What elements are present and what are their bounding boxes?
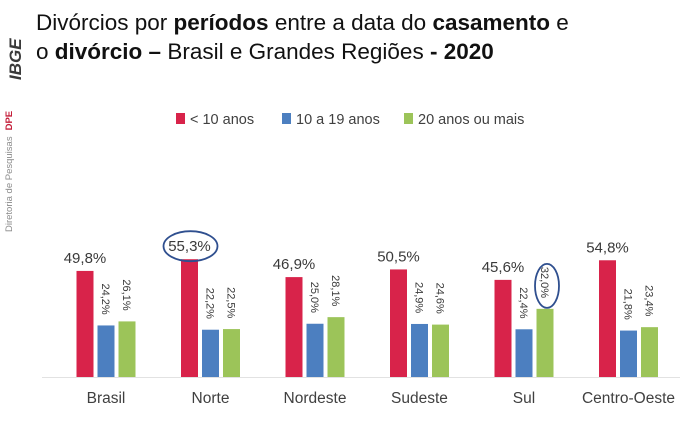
title-segment: casamento — [432, 10, 550, 35]
title-segment: - 2020 — [429, 39, 494, 64]
bar — [432, 324, 449, 377]
data-label: 23,4% — [643, 285, 655, 316]
legend-swatch — [176, 113, 185, 124]
bar — [536, 308, 554, 377]
bar — [411, 323, 428, 377]
title-segment: entre a data do — [268, 10, 433, 35]
bar — [223, 329, 240, 377]
bar — [327, 317, 345, 377]
data-label: 24,6% — [434, 283, 446, 314]
data-label: 28,1% — [329, 275, 341, 306]
x-axis: Brasil Norte Nordeste Sudeste Sul Centro-Oest… — [87, 390, 675, 407]
highlight-circle — [162, 230, 219, 263]
bar-group-centro-oeste: 54,8% 21,8% 23,4% — [586, 239, 658, 377]
data-label: 55,3% — [168, 238, 211, 255]
legend-label: 20 anos ou mais — [418, 112, 524, 128]
data-label: 45,6% — [482, 259, 525, 276]
bar — [285, 277, 303, 377]
bar — [306, 323, 324, 377]
bar — [390, 269, 407, 377]
legend-label: < 10 anos — [190, 112, 254, 128]
title-segment: divórcio – — [54, 39, 162, 64]
bar — [494, 279, 512, 377]
bar-group-brasil: 49,8% 24,2% 26,1% — [64, 250, 136, 377]
data-label: 21,8% — [622, 289, 634, 320]
legend-label: 10 a 19 anos — [296, 112, 380, 128]
data-label: 54,8% — [586, 239, 629, 256]
bar-group-sudeste: 50,5% 24,9% 24,6% — [377, 248, 449, 377]
data-label: 22,5% — [225, 287, 237, 318]
ibge-logo-text: IBGE — [6, 38, 25, 80]
bar — [515, 329, 533, 377]
data-label: 26,1% — [120, 279, 132, 310]
data-label: 49,8% — [64, 250, 107, 267]
bar — [97, 325, 115, 377]
title-segment: períodos — [173, 10, 269, 35]
page-title: Divórcios por períodos entre a data do c… — [36, 8, 676, 66]
brand-strip: IBGE Diretoria de PesquisasDPE — [0, 0, 28, 432]
bar-group-nordeste: 46,9% 25,0% 28,1% — [273, 256, 345, 377]
data-label: 25,0% — [308, 282, 320, 313]
ibge-logo: IBGE — [6, 38, 25, 80]
bar-group-sul: 45,6% 22,4% 32,0% — [482, 259, 560, 377]
data-label: 32,0% — [538, 267, 550, 298]
x-tick-label: Brasil — [87, 390, 126, 407]
bar — [181, 259, 198, 377]
title-segment: e — [550, 10, 569, 35]
x-tick-label: Sul — [513, 390, 535, 407]
legend-item-10-a-19-anos: 10 a 19 anos — [282, 112, 380, 128]
bar-group-norte: 55,3% 22,2% 22,5% — [162, 230, 240, 377]
legend-item-10-anos: < 10 anos — [176, 112, 254, 128]
bar — [118, 321, 136, 377]
bar — [76, 270, 94, 377]
legend-item-20-anos-ou-mais: 20 anos ou mais — [404, 112, 524, 128]
bar — [599, 260, 616, 377]
plot-area: 49,8% 24,2% 26,1% 55,3% 22,2% 22,5% 46,9% 25,0%… — [42, 230, 680, 378]
legend-swatch — [282, 113, 291, 124]
x-tick-label: Centro-Oeste — [582, 390, 675, 407]
title-segment: Divórcios por — [36, 10, 174, 35]
bar — [202, 329, 219, 377]
title-line-1: Divórcios por períodos entre a data do c… — [36, 10, 569, 35]
data-label: 50,5% — [377, 248, 420, 265]
x-tick-label: Sudeste — [391, 390, 448, 407]
legend-swatch — [404, 113, 413, 124]
title-segment: Brasil e Grandes Regiões — [161, 39, 430, 64]
bar — [620, 330, 637, 377]
x-tick-label: Norte — [192, 390, 230, 407]
title-segment: o — [36, 39, 55, 64]
data-label: 24,9% — [413, 282, 425, 313]
highlight-circle — [534, 262, 560, 309]
title-line-2: o divórcio – Brasil e Grandes Regiões - … — [36, 39, 494, 64]
x-tick-label: Nordeste — [284, 390, 347, 407]
chart-legend: < 10 anos 10 a 19 anos 20 anos ou mais — [176, 112, 524, 128]
data-label: 24,2% — [99, 283, 111, 314]
bar — [641, 327, 658, 377]
data-label: 46,9% — [273, 256, 316, 273]
data-label: 22,4% — [517, 287, 529, 318]
data-label: 22,2% — [204, 288, 216, 319]
